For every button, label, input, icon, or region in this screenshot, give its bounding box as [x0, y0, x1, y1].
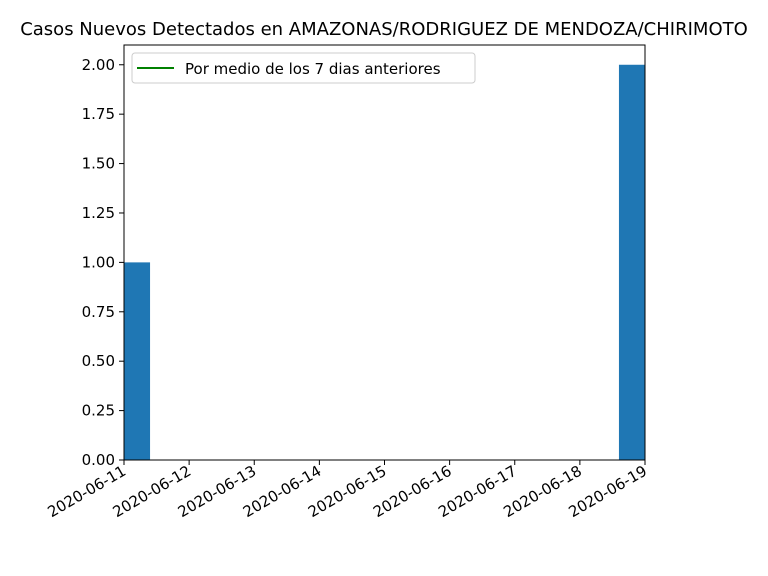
- chart-title: Casos Nuevos Detectados en AMAZONAS/RODR…: [20, 19, 748, 40]
- y-tick-label: 1.00: [82, 253, 115, 271]
- y-tick-label: 1.25: [82, 204, 115, 222]
- y-tick-label: 2.00: [82, 56, 115, 74]
- plot-area: 0.000.250.500.751.001.251.501.752.002020…: [44, 44, 650, 521]
- y-tick-label: 0.25: [82, 402, 115, 420]
- legend-box: [131, 52, 476, 84]
- y-tick-label: 0.50: [82, 352, 115, 370]
- bar-2020-06-11: [124, 262, 151, 460]
- bar-2020-06-19: [618, 64, 645, 460]
- y-tick-label: 1.75: [82, 105, 115, 123]
- y-tick-label: 1.50: [82, 155, 115, 173]
- axes-frame: [123, 44, 646, 461]
- y-tick-label: 0.00: [82, 451, 115, 469]
- legend-label: Por medio de los 7 dias anteriores: [185, 60, 441, 78]
- y-tick-label: 0.75: [82, 303, 115, 321]
- legend: Por medio de los 7 dias anteriores: [131, 52, 476, 84]
